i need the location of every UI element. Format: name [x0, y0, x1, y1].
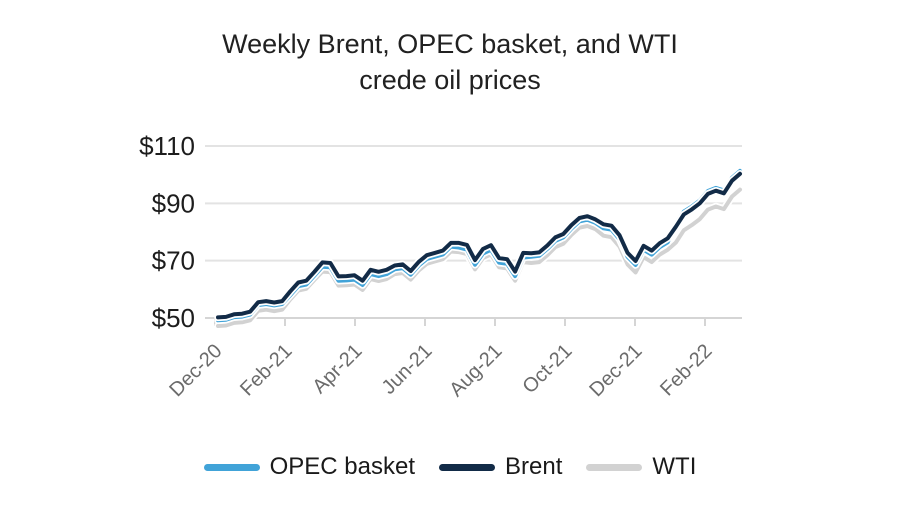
x-tick-label: Feb-22: [656, 340, 716, 400]
legend-label-wti: WTI: [652, 453, 697, 480]
chart-title-line1: Weekly Brent, OPEC basket, and WTI: [222, 29, 678, 59]
chart-title-line2: crede oil prices: [359, 65, 541, 95]
x-tick-label: Oct-21: [519, 340, 577, 398]
x-tick-label: Aug-21: [445, 340, 506, 401]
legend-item-opec-basket: OPEC basket: [203, 452, 416, 482]
y-tick-label: $110: [139, 131, 195, 161]
y-tick-label: $90: [152, 188, 195, 218]
y-tick-label: $70: [152, 246, 195, 276]
chart-title: Weekly Brent, OPEC basket, and WTI crede…: [0, 26, 900, 98]
x-tick-label: Feb-21: [236, 340, 296, 400]
legend-item-wti: WTI: [586, 452, 696, 482]
legend-label-brent: Brent: [505, 453, 563, 480]
x-tick-label: Jun-21: [378, 340, 437, 399]
x-tick-label: Dec-20: [165, 340, 226, 401]
legend-item-brent: Brent: [439, 452, 562, 482]
oil-price-line-chart: $110 $90 $70 $50 Dec-20 Feb-21 Apr-21 Jun-21 Aug…: [139, 131, 744, 401]
series-line-brent: [216, 171, 742, 320]
legend-label-opec-basket: OPEC basket: [269, 453, 416, 480]
opec-basket-line-swatch: [203, 463, 260, 471]
chart-legend: OPEC basket Brent WTI: [0, 452, 900, 482]
wti-line-swatch: [586, 463, 643, 471]
y-tick-label: $50: [152, 303, 195, 333]
x-tick-label: Apr-21: [309, 340, 367, 398]
x-tick-label: Dec-21: [585, 340, 646, 401]
brent-line-swatch: [439, 463, 496, 471]
